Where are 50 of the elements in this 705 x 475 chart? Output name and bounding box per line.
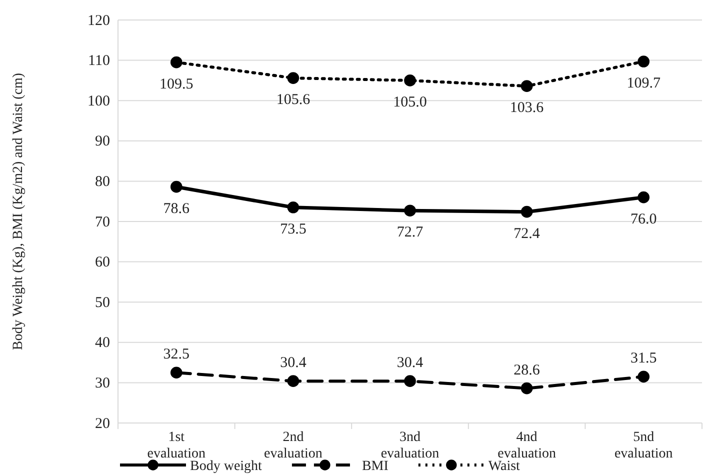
data-label: 109.7 xyxy=(626,76,661,92)
y-tick-label: 110 xyxy=(88,53,110,70)
y-tick-label: 80 xyxy=(95,174,110,190)
data-label: 30.4 xyxy=(396,355,424,372)
data-label: 109.5 xyxy=(160,76,194,92)
point xyxy=(404,375,416,387)
y-tick-label: 40 xyxy=(95,335,110,352)
point xyxy=(638,370,650,383)
data-label: 72.7 xyxy=(396,224,424,241)
y-tick-label: 100 xyxy=(88,93,110,110)
point xyxy=(170,56,182,68)
data-label: 76.0 xyxy=(630,211,657,228)
data-label: 105.6 xyxy=(276,92,311,108)
data-label: 32.5 xyxy=(163,346,190,363)
data-label: 73.5 xyxy=(280,221,306,238)
point xyxy=(404,74,416,86)
y-tick-label: 50 xyxy=(95,294,110,311)
point xyxy=(170,366,182,379)
y-tick-label: 30 xyxy=(95,376,110,392)
data-label: 105.0 xyxy=(393,94,427,110)
data-label: 78.6 xyxy=(163,200,190,217)
point xyxy=(404,204,416,217)
data-label: 103.6 xyxy=(510,100,544,116)
point xyxy=(287,72,300,84)
y-tick-label: 70 xyxy=(95,214,110,230)
y-tick-label: 120 xyxy=(88,12,110,29)
point xyxy=(287,375,300,387)
point xyxy=(520,206,533,218)
y-tick-label: 90 xyxy=(95,134,110,150)
x-tick-label: 1st evaluation xyxy=(147,430,206,462)
data-label: 30.4 xyxy=(280,355,307,372)
data-label: 72.4 xyxy=(514,226,540,242)
legend-label: BMI xyxy=(362,459,389,474)
point xyxy=(287,201,300,214)
x-tick-label: 3nd evaluation xyxy=(380,430,440,462)
x-tick-label: 2nd evaluation xyxy=(264,430,322,462)
y-tick-label: 20 xyxy=(95,416,110,432)
point xyxy=(638,191,650,204)
legend-label: Body weight xyxy=(190,459,262,474)
point xyxy=(520,80,533,92)
point xyxy=(638,56,650,68)
y-tick-label: 60 xyxy=(95,254,110,271)
data-label: 28.6 xyxy=(514,362,540,378)
legend-label: Waist xyxy=(488,459,520,474)
point xyxy=(520,382,533,394)
data-label: 31.5 xyxy=(630,350,657,367)
y-axis-title: Body Weight (Kg), BMI (Kg/m2) and Waist (cm) xyxy=(11,72,26,350)
x-tick-label: 4nd evaluation xyxy=(498,430,556,462)
x-tick-label: 5nd evaluation xyxy=(614,430,673,462)
point xyxy=(170,180,182,193)
